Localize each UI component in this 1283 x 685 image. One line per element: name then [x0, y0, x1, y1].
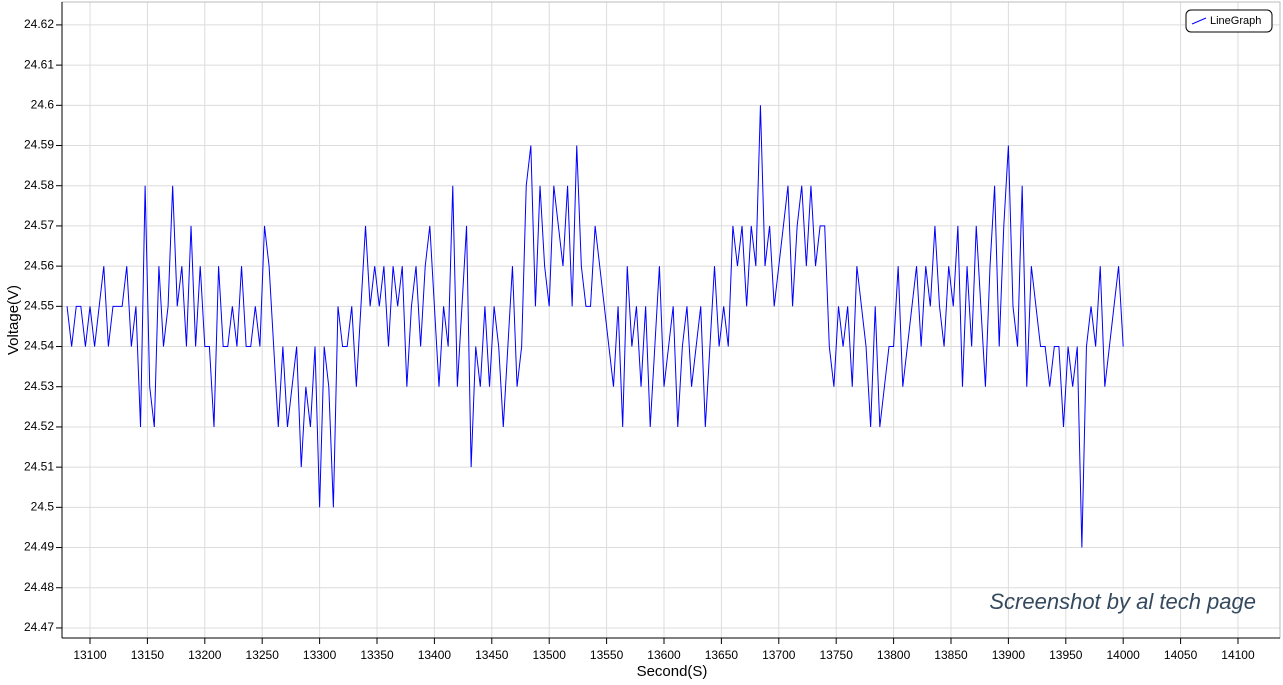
- x-tick-label: 13100: [73, 648, 107, 662]
- watermark: Screenshot by al tech page: [989, 589, 1256, 614]
- x-tick-label: 14050: [1164, 648, 1198, 662]
- x-tick-label: 13300: [303, 648, 337, 662]
- y-tick-label: 24.55: [24, 299, 54, 313]
- x-tick-label: 13800: [877, 648, 911, 662]
- legend-swatch: [1191, 17, 1207, 25]
- y-tick-label: 24.58: [24, 178, 54, 192]
- x-tick-label: 13850: [934, 648, 968, 662]
- plot: [66, 105, 1124, 548]
- x-tick-label: 13950: [1049, 648, 1083, 662]
- x-tick-label: 13150: [131, 648, 165, 662]
- legend-box: [1185, 9, 1273, 33]
- x-tick-label: 13350: [360, 648, 394, 662]
- y-axis-label: Voltage(V): [5, 285, 22, 355]
- x-tick-label: 13450: [475, 648, 509, 662]
- y-tick-label: 24.53: [24, 379, 54, 393]
- x-tick-label: 13600: [647, 648, 681, 662]
- y-tick-label: 24.47: [24, 620, 54, 634]
- y-tick-label: 24.62: [24, 17, 54, 31]
- y-tick-label: 24.6: [31, 97, 55, 111]
- axes: 24.47 24.48 24.49 24.5 24.51 24.52 24.53 24.54 2…: [24, 2, 1280, 662]
- x-tick-label: 13250: [246, 648, 280, 662]
- y-tick-label: 24.5: [31, 500, 55, 514]
- x-tick-label: 13700: [762, 648, 796, 662]
- x-tick-label: 13650: [705, 648, 739, 662]
- legend-label: LineGraph: [1210, 15, 1261, 27]
- y-tick-label: 24.57: [24, 218, 54, 232]
- x-tick-label: 14000: [1106, 648, 1140, 662]
- y-tick-label: 24.59: [24, 138, 54, 152]
- x-tick-label: 13400: [418, 648, 452, 662]
- x-tick-label: 13750: [820, 648, 854, 662]
- x-tick-label: 14100: [1221, 648, 1255, 662]
- y-tick-label: 24.48: [24, 580, 54, 594]
- y-tick-label: 24.56: [24, 258, 54, 272]
- line-series: [66, 105, 1124, 548]
- x-axis-label: Second(S): [637, 663, 708, 680]
- x-tick-label: 13550: [590, 648, 624, 662]
- y-tick-label: 24.49: [24, 540, 54, 554]
- x-tick-label: 13200: [188, 648, 222, 662]
- y-tick-label: 24.54: [24, 339, 54, 353]
- x-tick-label: 13900: [992, 648, 1026, 662]
- y-tick-label: 24.51: [24, 459, 54, 473]
- x-tick-label: 13500: [533, 648, 567, 662]
- y-tick-label: 24.52: [24, 419, 54, 433]
- legend: LineGraph: [1185, 9, 1273, 33]
- y-tick-label: 24.61: [24, 57, 54, 71]
